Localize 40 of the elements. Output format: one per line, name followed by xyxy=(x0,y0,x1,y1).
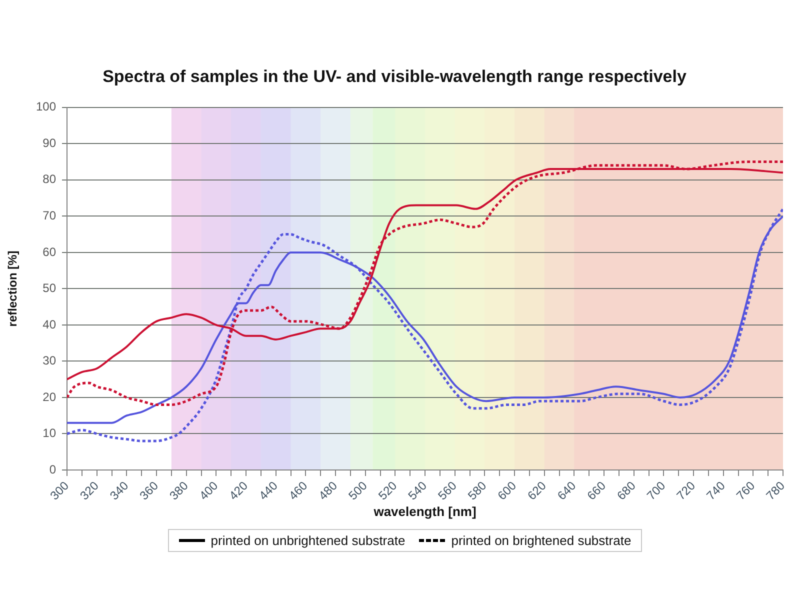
x-tick-label: 340 xyxy=(107,478,132,503)
x-tick-label: 600 xyxy=(494,478,520,503)
y-tick-label: 60 xyxy=(42,244,56,259)
x-tick-label: 780 xyxy=(763,478,788,503)
x-tick-label: 580 xyxy=(465,478,490,503)
x-tick-label: 560 xyxy=(435,478,460,503)
y-tick-label: 40 xyxy=(42,317,56,332)
x-tick-label: 640 xyxy=(554,478,579,503)
x-tick-label: 700 xyxy=(644,478,668,503)
y-tick-label: 80 xyxy=(42,172,56,186)
chart-title: Spectra of samples in the UV- and visible-wavelength range respectively xyxy=(102,66,687,86)
x-tick-label: 660 xyxy=(584,478,609,503)
y-tick-label: 50 xyxy=(42,281,56,296)
x-tick-label: 460 xyxy=(286,478,310,503)
x-tick-label: 520 xyxy=(376,478,400,503)
y-tick-label: 10 xyxy=(42,426,56,440)
y-tick-label: 100 xyxy=(36,100,56,114)
y-tick-label: 20 xyxy=(42,390,56,404)
x-tick-label: 400 xyxy=(196,478,221,503)
x-tick-label: 300 xyxy=(47,478,72,503)
key-frame: printed on unbrightened substrate printed on brightened substrate xyxy=(168,529,642,552)
y-tick-label: 70 xyxy=(42,208,56,222)
y-tick-label: 90 xyxy=(42,136,56,150)
x-tick-label: 320 xyxy=(77,478,102,503)
x-axis-title: wavelength [nm] xyxy=(372,504,476,519)
x-tick-label: 360 xyxy=(136,478,162,503)
x-tick-label: 380 xyxy=(166,478,192,503)
y-tick-label: 30 xyxy=(42,354,56,368)
x-tick-label: 620 xyxy=(524,478,550,503)
x-tick-label: 740 xyxy=(704,478,728,503)
x-tick-label: 540 xyxy=(405,478,430,503)
y-tick-label: 0 xyxy=(49,462,56,476)
x-tick-label: 500 xyxy=(346,478,370,503)
y-axis-title: reflection [%] xyxy=(6,250,20,327)
x-tick-label: 760 xyxy=(734,478,758,503)
x-tick-label: 440 xyxy=(256,478,281,503)
x-tick-label: 720 xyxy=(674,478,698,503)
x-tick-label: 480 xyxy=(316,478,340,503)
x-tick-label: 680 xyxy=(614,478,639,503)
x-tick-label: 420 xyxy=(226,478,251,503)
